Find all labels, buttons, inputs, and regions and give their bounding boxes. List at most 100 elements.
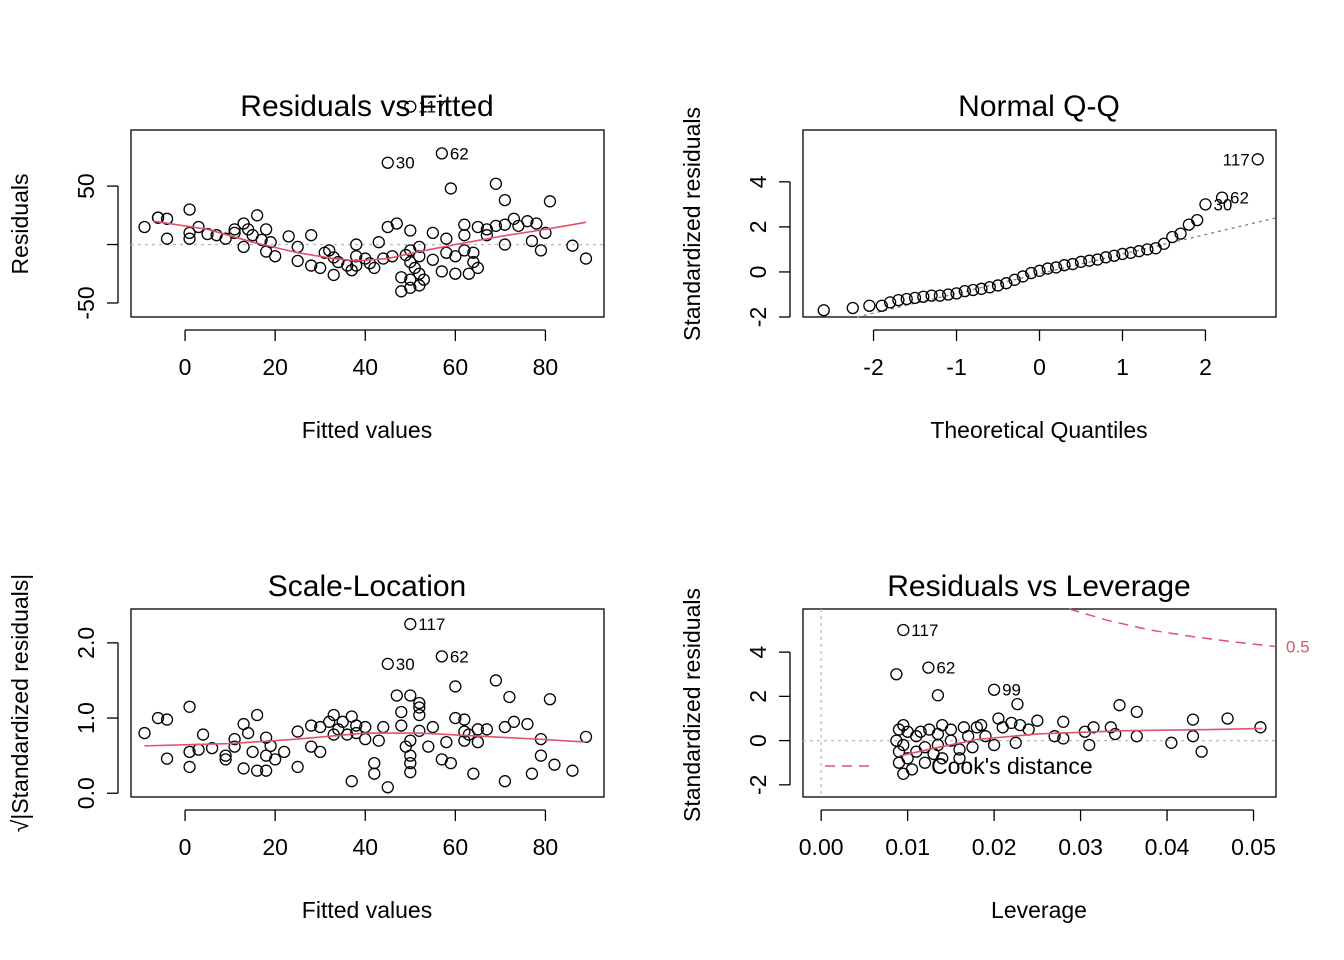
- data-point: [579, 252, 593, 265]
- data-point: [404, 734, 417, 747]
- data-point: [413, 696, 426, 710]
- data-point: [422, 740, 435, 753]
- data-point: [817, 304, 830, 317]
- outlier-point: [404, 100, 417, 113]
- outlier-label: 30: [396, 655, 415, 674]
- data-point: [323, 715, 336, 728]
- data-point: [264, 739, 277, 753]
- data-point: [1041, 262, 1054, 275]
- data-point: [1091, 253, 1104, 266]
- data-point: [987, 738, 1001, 752]
- data-point: [305, 229, 318, 242]
- outlier-label: 117: [418, 98, 445, 117]
- data-point: [543, 693, 557, 706]
- data-point: [1099, 251, 1113, 264]
- x-tick-label: 0.03: [1058, 834, 1103, 860]
- x-tick-label: -1: [946, 354, 966, 380]
- data-point: [377, 720, 390, 734]
- data-point: [151, 211, 165, 224]
- data-point: [395, 705, 408, 719]
- data-point: [368, 757, 381, 770]
- data-point: [1109, 727, 1122, 741]
- data-point: [534, 244, 548, 257]
- plot-frame: [802, 608, 1277, 798]
- data-point: [918, 741, 932, 754]
- data-point: [314, 745, 327, 759]
- data-point: [314, 720, 327, 734]
- data-point: [1195, 745, 1208, 758]
- data-point: [205, 741, 219, 755]
- outlier-label: 62: [1230, 189, 1249, 208]
- data-point: [183, 232, 196, 245]
- reference-line: [856, 217, 1277, 318]
- data-point: [228, 732, 241, 746]
- data-point: [196, 728, 210, 741]
- data-point: [160, 232, 174, 245]
- data-point: [942, 288, 955, 301]
- data-point: [449, 250, 462, 263]
- panel-title: Normal Q-Q: [958, 90, 1120, 123]
- data-point: [291, 240, 304, 254]
- smoother-line: [144, 732, 587, 747]
- data-point: [498, 218, 512, 231]
- y-tick-label: 0: [745, 734, 771, 747]
- outlier-label: 62: [936, 659, 955, 678]
- data-point: [305, 259, 318, 272]
- outlier-point: [435, 650, 448, 663]
- data-point: [507, 715, 521, 728]
- data-point: [471, 220, 485, 234]
- data-point: [910, 730, 923, 743]
- data-point: [936, 718, 949, 732]
- data-point: [525, 234, 539, 248]
- data-point: [291, 760, 304, 774]
- data-point: [1165, 736, 1178, 749]
- y-tick-label: 0.0: [73, 777, 99, 809]
- data-point: [1186, 713, 1200, 726]
- data-point: [1074, 255, 1088, 268]
- data-point: [183, 760, 196, 774]
- data-point: [151, 711, 165, 725]
- data-point: [883, 296, 897, 309]
- data-point: [525, 767, 539, 780]
- data-point: [498, 720, 512, 734]
- data-point: [901, 752, 914, 765]
- plot-area: 0 20 40 60 80 -50 50 117 62 30: [73, 98, 605, 380]
- x-axis-label: Leverage: [991, 897, 1087, 923]
- data-point: [413, 724, 426, 737]
- panel-title: Scale-Location: [268, 570, 466, 603]
- data-point: [449, 267, 462, 280]
- data-point: [413, 701, 426, 714]
- smoother-line: [153, 220, 587, 262]
- outlier-label: 117: [418, 615, 445, 634]
- data-point: [250, 209, 264, 222]
- data-point: [566, 764, 579, 777]
- data-point: [1011, 697, 1024, 711]
- x-tick-label: 0.05: [1231, 834, 1276, 860]
- data-point: [404, 766, 417, 779]
- data-point: [498, 775, 512, 788]
- data-point: [336, 715, 349, 728]
- data-point: [534, 749, 548, 762]
- data-point: [975, 282, 988, 295]
- x-axis-label: Theoretical Quantiles: [930, 417, 1147, 443]
- outlier-point: [381, 156, 394, 169]
- data-point: [917, 290, 930, 303]
- outlier-label: 30: [396, 154, 415, 173]
- outlier-label: 62: [450, 647, 469, 666]
- data-point: [449, 680, 462, 693]
- data-point: [219, 753, 232, 766]
- data-point: [327, 708, 340, 722]
- data-point: [404, 749, 417, 762]
- data-point: [1130, 705, 1143, 718]
- data-point: [503, 690, 516, 704]
- data-point: [291, 254, 304, 268]
- data-point: [417, 273, 430, 286]
- outlier-point: [987, 683, 1001, 696]
- x-tick-label: 40: [352, 834, 378, 860]
- data-point: [1191, 213, 1204, 227]
- data-point: [449, 711, 462, 725]
- data-point: [936, 752, 949, 765]
- data-point: [368, 767, 381, 780]
- data-point: [372, 734, 385, 747]
